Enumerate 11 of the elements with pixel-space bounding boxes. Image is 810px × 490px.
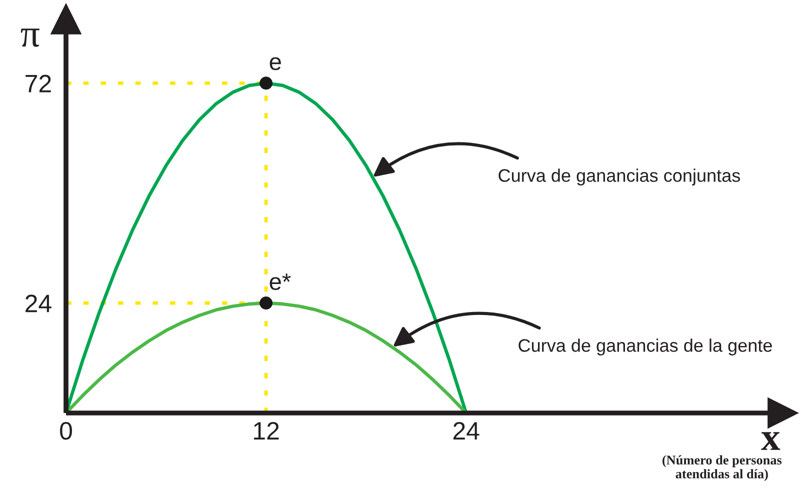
x-tick-label: 0 xyxy=(60,422,72,440)
annotation: Curva de ganancias conjuntas xyxy=(498,168,740,186)
y-tick-label: 72 xyxy=(26,74,51,92)
x-axis-title: x xyxy=(761,432,780,450)
x-tick-label: 24 xyxy=(453,422,480,440)
annotation: Curva de ganancias de la gente xyxy=(518,338,772,356)
text: (Número de personas atendidas al día) xyxy=(662,455,782,482)
y-axis-title: π xyxy=(20,28,40,47)
annotation: e xyxy=(270,57,281,70)
annotation: e* xyxy=(270,274,291,290)
x-tick-label: 12 xyxy=(254,422,279,440)
